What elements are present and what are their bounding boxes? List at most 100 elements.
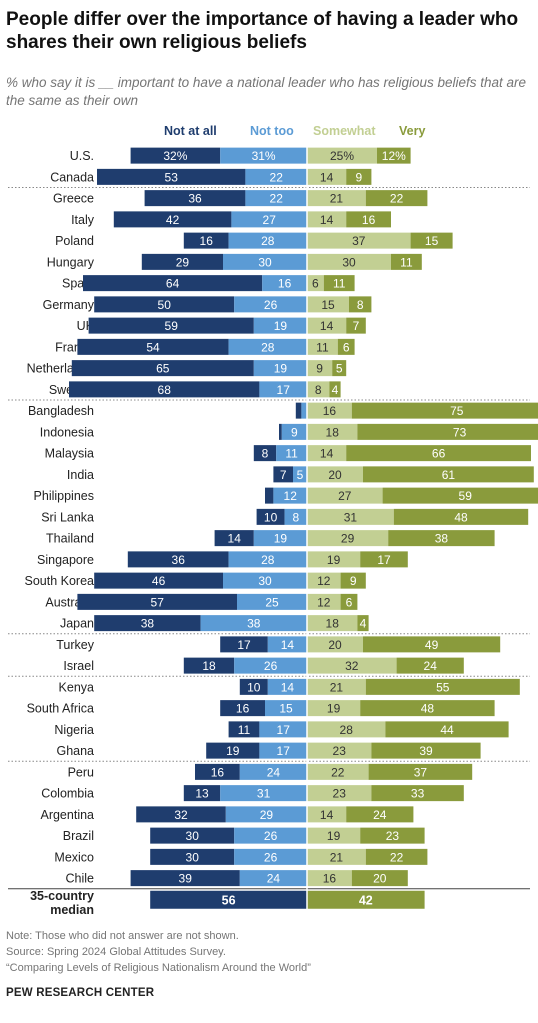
value-label-very-u-s: 12% xyxy=(382,149,406,163)
value-label-very-uk: 7 xyxy=(353,319,360,333)
bar-not-at-all-turkey xyxy=(220,636,268,653)
bar-not-at-all-mexico xyxy=(150,848,235,865)
bar-not-at-all-israel xyxy=(183,657,235,674)
bar-not-too-philippines xyxy=(273,487,307,504)
value-label-not-too-south-africa: 15 xyxy=(279,702,293,716)
bar-not-at-all-australia xyxy=(77,593,238,610)
category-label-ghana: Ghana xyxy=(56,744,94,758)
value-label-somewhat-thailand: 29 xyxy=(341,532,355,546)
bar-not-at-all-greece xyxy=(144,190,246,207)
bar-very-sweden xyxy=(329,381,341,398)
value-label-not-at-all-colombia: 13 xyxy=(195,787,209,801)
value-label-not-at-all-malaysia: 8 xyxy=(262,447,269,461)
bar-not-too-sweden xyxy=(259,381,307,398)
value-label-not-too-brazil: 26 xyxy=(264,829,278,843)
value-label-not-at-all-ghana: 19 xyxy=(226,744,240,758)
category-label-poland: Poland xyxy=(55,234,94,248)
bar-not-at-all-bangladesh xyxy=(295,402,302,419)
value-label-not-too-spain: 16 xyxy=(278,277,292,291)
value-label-not-too-greece: 22 xyxy=(270,192,284,206)
category-label-italy: Italy xyxy=(71,213,95,227)
bar-not-too-mexico xyxy=(234,848,307,865)
bar-not-at-all-thailand xyxy=(214,530,254,547)
bar-somewhat-spain xyxy=(307,275,324,292)
bar-very-canada xyxy=(346,168,372,185)
bar-very-indonesia xyxy=(357,423,538,440)
value-label-not-too-italy: 27 xyxy=(263,213,277,227)
bar-not-too-colombia xyxy=(220,785,307,802)
bar-not-too-chile xyxy=(239,870,307,887)
bar-not-too-netherlands xyxy=(253,360,307,377)
category-label-india: India xyxy=(67,468,94,482)
source-line: Source: Spring 2024 Global Attitudes Sur… xyxy=(6,946,226,958)
value-label-not-at-all-india: 7 xyxy=(280,468,287,482)
value-label-somewhat-bangladesh: 16 xyxy=(323,404,337,418)
bar-very-poland xyxy=(410,232,453,249)
bar-very-germany xyxy=(349,296,372,313)
value-label-somewhat-canada: 14 xyxy=(320,170,334,184)
bar-not-too-spain xyxy=(262,275,307,292)
value-label-somewhat-sweden: 8 xyxy=(315,383,322,397)
value-label-not-too-france: 28 xyxy=(261,340,275,354)
bar-not-too-indonesia xyxy=(281,423,307,440)
bar-not-too-malaysia xyxy=(276,445,307,462)
bar-median-positive xyxy=(307,890,425,909)
bar-very-greece xyxy=(365,190,428,207)
value-label-not-too-peru: 24 xyxy=(267,765,281,779)
bar-somewhat-thailand xyxy=(307,530,389,547)
bar-not-too-peru xyxy=(239,763,307,780)
value-label-somewhat-uk: 14 xyxy=(320,319,334,333)
value-label-not-at-all-nigeria: 11 xyxy=(238,723,251,737)
value-label-not-too-canada: 22 xyxy=(270,170,284,184)
value-label-somewhat-nigeria: 28 xyxy=(340,723,354,737)
bar-not-at-all-nigeria xyxy=(228,721,260,738)
value-label-somewhat-peru: 22 xyxy=(331,765,345,779)
bar-somewhat-hungary xyxy=(307,253,391,270)
value-label-not-at-all-hungary: 29 xyxy=(176,255,190,269)
category-label-singapore: Singapore xyxy=(37,553,94,567)
bar-not-at-all-sweden xyxy=(69,381,260,398)
value-label-somewhat-indonesia: 18 xyxy=(326,425,340,439)
bar-very-brazil xyxy=(360,827,425,844)
value-label-not-too-germany: 26 xyxy=(264,298,278,312)
value-label-not-at-all-turkey: 17 xyxy=(237,638,251,652)
value-label-somewhat-chile: 16 xyxy=(323,872,337,886)
bar-somewhat-malaysia xyxy=(307,445,347,462)
legend-not-at-all: Not at all xyxy=(164,124,217,138)
bar-somewhat-india xyxy=(307,466,363,483)
bar-not-at-all-hungary xyxy=(141,253,223,270)
bar-not-at-all-netherlands xyxy=(71,360,254,377)
bar-very-thailand xyxy=(388,530,495,547)
bar-not-at-all-brazil xyxy=(150,827,235,844)
value-label-not-too-sweden: 17 xyxy=(277,383,291,397)
brand-name: PEW RESEARCH CENTER xyxy=(6,987,155,999)
value-label-not-at-all-kenya: 10 xyxy=(247,680,261,694)
bar-not-too-kenya xyxy=(267,678,307,695)
value-label-very-japan: 4 xyxy=(360,617,367,631)
notes: Note: Those who did not answer are not s… xyxy=(6,928,311,976)
value-label-somewhat-argentina: 14 xyxy=(320,808,334,822)
bar-somewhat-japan xyxy=(307,615,358,632)
value-label-very-australia: 6 xyxy=(346,595,353,609)
bar-somewhat-philippines xyxy=(307,487,383,504)
category-label-germany: Germany xyxy=(43,298,95,312)
value-label-not-too-india: 5 xyxy=(297,468,304,482)
value-label-somewhat-sri-lanka: 31 xyxy=(344,510,358,524)
value-label-not-at-all-singapore: 36 xyxy=(172,553,186,567)
value-label-somewhat-germany: 15 xyxy=(321,298,335,312)
bar-somewhat-singapore xyxy=(307,551,361,568)
bar-very-india xyxy=(363,466,534,483)
value-label-very-nigeria: 44 xyxy=(440,723,454,737)
value-label-not-at-all-south-africa: 16 xyxy=(236,702,250,716)
category-label-kenya: Kenya xyxy=(59,680,94,694)
bar-somewhat-ghana xyxy=(307,742,372,759)
category-label-canada: Canada xyxy=(50,170,94,184)
bar-somewhat-israel xyxy=(307,657,397,674)
value-label-not-at-all-netherlands: 65 xyxy=(156,362,170,376)
category-label-greece: Greece xyxy=(53,192,94,206)
bar-not-at-all-colombia xyxy=(183,785,221,802)
value-label-somewhat-kenya: 21 xyxy=(330,680,344,694)
bar-not-at-all-malaysia xyxy=(253,445,277,462)
value-label-very-india: 61 xyxy=(442,468,456,482)
